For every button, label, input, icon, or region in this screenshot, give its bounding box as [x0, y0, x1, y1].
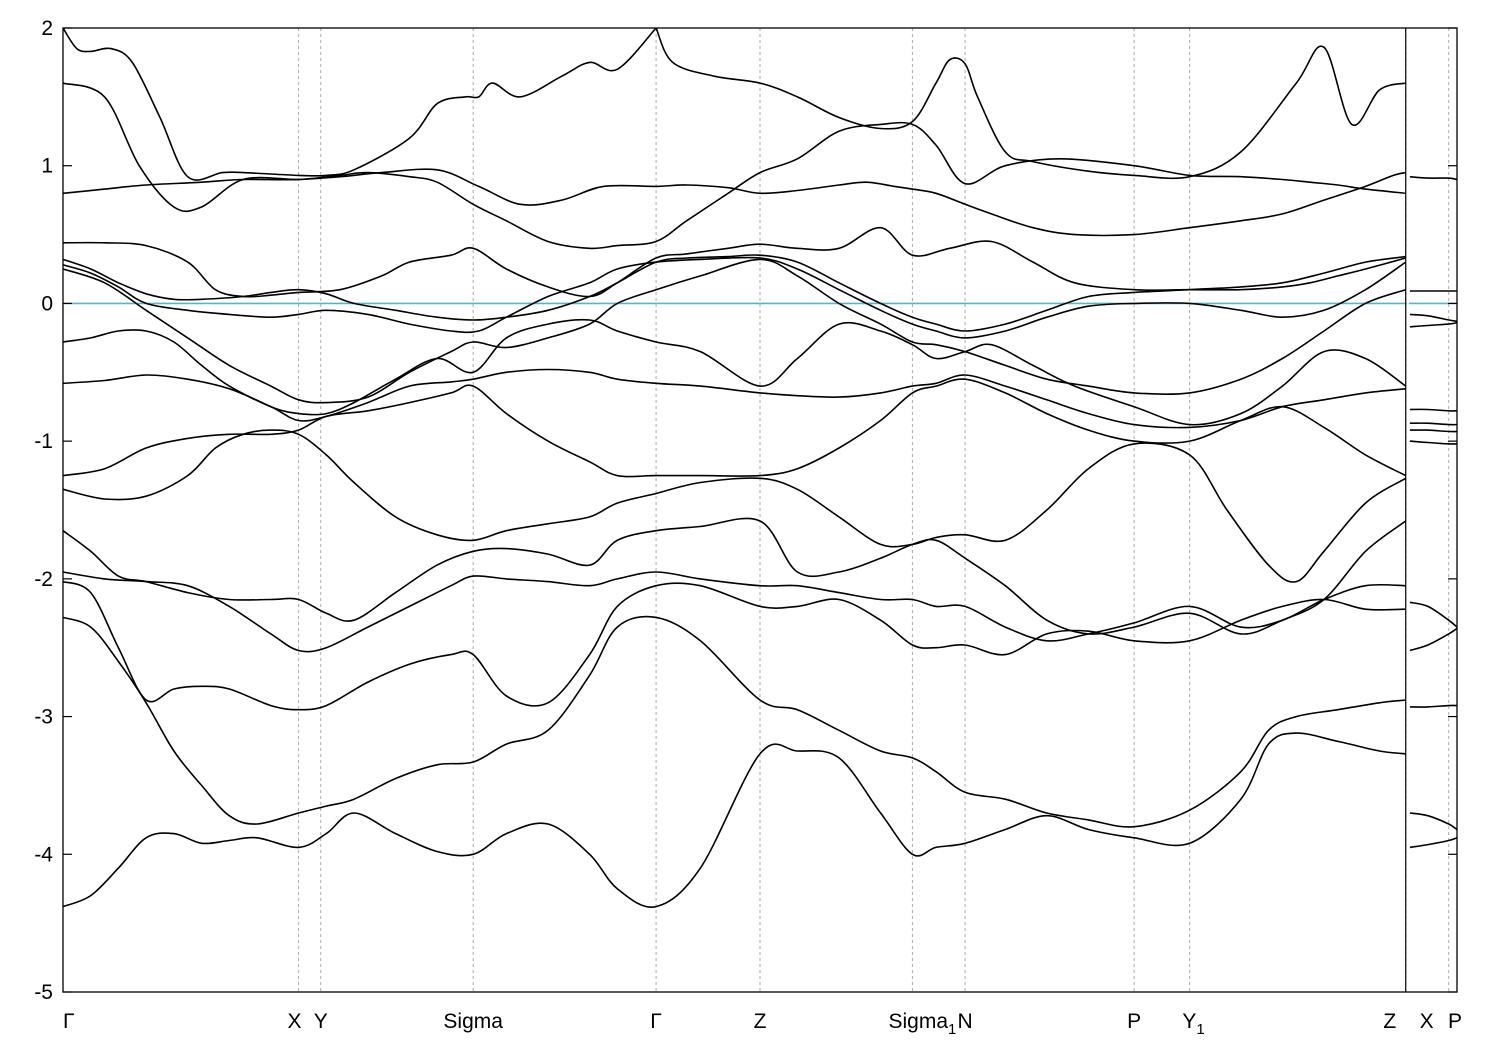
- x-axis: Γ X Y Sigma Γ Z Sigma1 N P Y1 Z X P: [63, 1010, 1462, 1038]
- band-0: [62, 27, 657, 181]
- path-break-gap: [1406, 29, 1409, 991]
- band-17: [1409, 175, 1458, 181]
- x-tick-label-subscript: 1: [948, 1021, 956, 1038]
- x-tick-label-11: X: [1420, 1010, 1434, 1033]
- x-tick-label-5: Z: [754, 1010, 767, 1033]
- x-tick-label-text: Z: [1383, 1010, 1396, 1033]
- x-tick-label-text: Sigma: [888, 1010, 948, 1033]
- band-15: [62, 615, 1406, 828]
- bands: [62, 27, 1458, 908]
- y-tick-label-3: -1: [34, 430, 53, 453]
- x-tick-label-text: Γ: [63, 1010, 75, 1033]
- band-28: [1409, 812, 1458, 831]
- x-tick-label-text: Γ: [650, 1010, 662, 1033]
- band-6: [62, 256, 1407, 339]
- y-tick-label-2: 0: [41, 292, 53, 315]
- band-8: [62, 318, 1407, 426]
- band-10: [62, 378, 1407, 478]
- x-tick-label-0: Γ: [63, 1010, 75, 1033]
- x-tick-label-text: P: [1127, 1010, 1141, 1033]
- x-tick-label-10: Z: [1383, 1010, 1396, 1033]
- band-4: [62, 226, 1406, 298]
- band-3: [62, 121, 1406, 250]
- x-tick-label-6: Sigma1: [888, 1010, 956, 1038]
- y-tick-label-4: -2: [34, 568, 53, 591]
- band-21: [1409, 408, 1458, 412]
- high-symmetry-lines: [298, 28, 1450, 992]
- x-tick-label-7: N: [957, 1010, 972, 1033]
- band-26: [1409, 627, 1458, 652]
- x-tick-label-subscript: 1: [1196, 1021, 1204, 1038]
- band-12: [62, 517, 1407, 635]
- band-5: [62, 254, 1406, 332]
- x-tick-label-4: Γ: [650, 1010, 662, 1033]
- y-axis: 2 1 0 -1 -2 -3 -4 -5: [34, 17, 1457, 1004]
- y-tick-label-0: 2: [41, 17, 53, 40]
- x-tick-label-1: X: [288, 1010, 302, 1033]
- plot-frame: [62, 27, 1458, 993]
- x-tick-label-text: X: [1420, 1010, 1434, 1033]
- x-tick-label-text: Sigma: [443, 1010, 503, 1033]
- band-20: [1409, 321, 1458, 328]
- band-2: [62, 82, 1406, 237]
- band-14: [62, 580, 1406, 711]
- band-22: [1409, 422, 1458, 426]
- band-7: [62, 258, 1406, 404]
- x-tick-label-text: Y: [314, 1010, 328, 1033]
- band-25: [1409, 601, 1458, 628]
- band-13: [62, 571, 1406, 653]
- x-tick-label-12: P: [1448, 1010, 1462, 1033]
- band-23: [1409, 429, 1458, 433]
- x-tick-label-text: X: [288, 1010, 302, 1033]
- band-24: [1409, 440, 1458, 445]
- x-tick-label-8: P: [1127, 1010, 1141, 1033]
- band-27: [1409, 704, 1458, 708]
- x-tick-label-9: Y1: [1182, 1010, 1204, 1038]
- y-tick-label-7: -5: [34, 981, 53, 1004]
- band-16: [62, 732, 1406, 908]
- y-tick-label-6: -4: [34, 843, 53, 866]
- y-tick-label-1: 1: [41, 155, 53, 178]
- x-tick-label-2: Y: [314, 1010, 328, 1033]
- band-9: [62, 368, 1406, 429]
- x-tick-label-text: N: [957, 1010, 972, 1033]
- x-tick-label-text: Y: [1182, 1010, 1196, 1033]
- band-11: [62, 429, 1407, 583]
- band-29: [1409, 837, 1458, 849]
- band-19: [1409, 313, 1458, 323]
- x-tick-label-text: P: [1448, 1010, 1462, 1033]
- band-1: [655, 27, 1406, 180]
- x-tick-label-text: Z: [754, 1010, 767, 1033]
- x-tick-label-3: Sigma: [443, 1010, 503, 1033]
- y-tick-label-5: -3: [34, 706, 53, 729]
